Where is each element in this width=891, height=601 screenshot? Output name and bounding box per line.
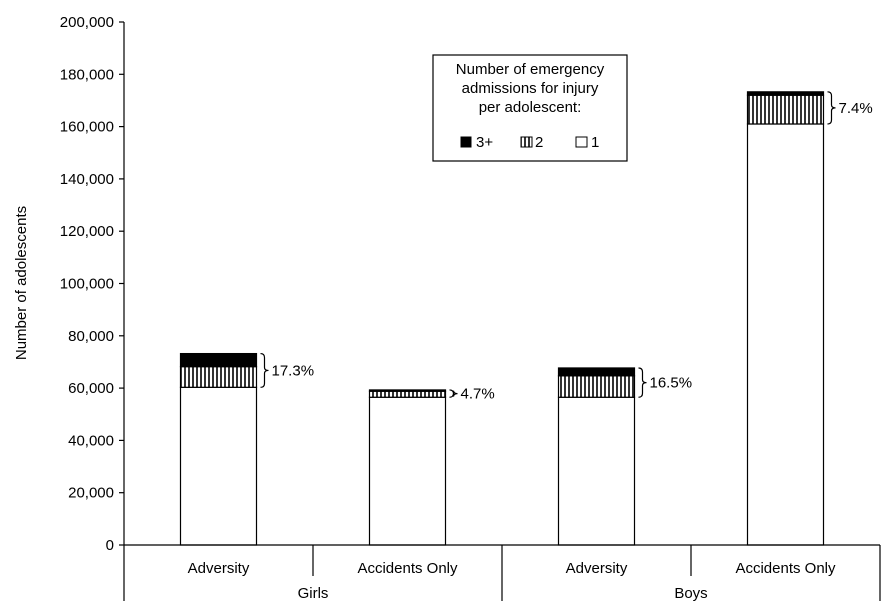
percent-bracket xyxy=(638,367,647,398)
percent-bracket xyxy=(449,389,458,398)
percent-label: 16.5% xyxy=(650,375,693,392)
bar-segment-2 xyxy=(368,390,447,398)
legend-label-1: 1 xyxy=(591,134,599,151)
y-tick-label: 140,000 xyxy=(60,171,114,188)
legend-swatch-2 xyxy=(520,136,533,148)
bar-segment-1 xyxy=(746,123,825,546)
y-tick-label: 100,000 xyxy=(60,276,114,293)
percent-label: 7.4% xyxy=(839,100,873,117)
y-tick-label: 160,000 xyxy=(60,119,114,136)
y-tick-label: 60,000 xyxy=(68,380,114,397)
x-category-label: Accidents Only xyxy=(735,560,836,577)
bar-segment-1 xyxy=(557,396,636,546)
bar-segment-1 xyxy=(179,386,258,546)
x-group-label: Girls xyxy=(298,585,329,601)
percent-bracket xyxy=(827,91,836,125)
legend: Number of emergency admissions for injur… xyxy=(432,54,628,162)
legend-swatch-1 xyxy=(575,136,588,148)
y-tick-label: 0 xyxy=(106,537,114,554)
legend-label-3plus: 3+ xyxy=(476,134,493,151)
bar-segment-3plus xyxy=(179,352,258,368)
legend-title-line-2: admissions for injury xyxy=(462,80,599,97)
x-category-label: Accidents Only xyxy=(357,560,458,577)
percent-bracket xyxy=(260,352,269,388)
x-category-label: Adversity xyxy=(188,560,250,577)
x-group-label: Boys xyxy=(674,585,707,601)
percent-label: 4.7% xyxy=(461,386,495,403)
y-tick-label: 120,000 xyxy=(60,223,114,240)
bars: 17.3% 4.7% 16.5% 7.4% xyxy=(179,91,873,546)
bar-segment-2 xyxy=(179,366,258,388)
y-tick-label: 80,000 xyxy=(68,328,114,345)
bar-segment-3plus xyxy=(746,91,825,96)
y-tick-label: 200,000 xyxy=(60,14,114,31)
legend-label-2: 2 xyxy=(535,134,543,151)
y-tick-label: 20,000 xyxy=(68,485,114,502)
x-axis: Adversity Accidents Only Adversity Accident… xyxy=(123,544,881,601)
legend-swatch-3plus xyxy=(460,136,472,148)
legend-title-line-1: Number of emergency xyxy=(456,61,605,78)
y-tick-label: 180,000 xyxy=(60,66,114,83)
x-category-label: Adversity xyxy=(566,560,628,577)
legend-title-line-3: per adolescent: xyxy=(479,99,582,116)
bar-segment-2 xyxy=(746,94,825,125)
bar-segment-3plus xyxy=(557,367,636,377)
y-axis-label: Number of adolescents xyxy=(13,206,30,360)
bar-segment-3plus xyxy=(368,389,447,392)
percent-label: 17.3% xyxy=(272,362,315,379)
bar-segment-2 xyxy=(557,375,636,398)
bar-segment-1 xyxy=(368,396,447,546)
y-tick-label: 40,000 xyxy=(68,432,114,449)
y-axis: 0 20,000 40,000 60,000 80,000 100,000 120,000 1… xyxy=(60,14,125,554)
